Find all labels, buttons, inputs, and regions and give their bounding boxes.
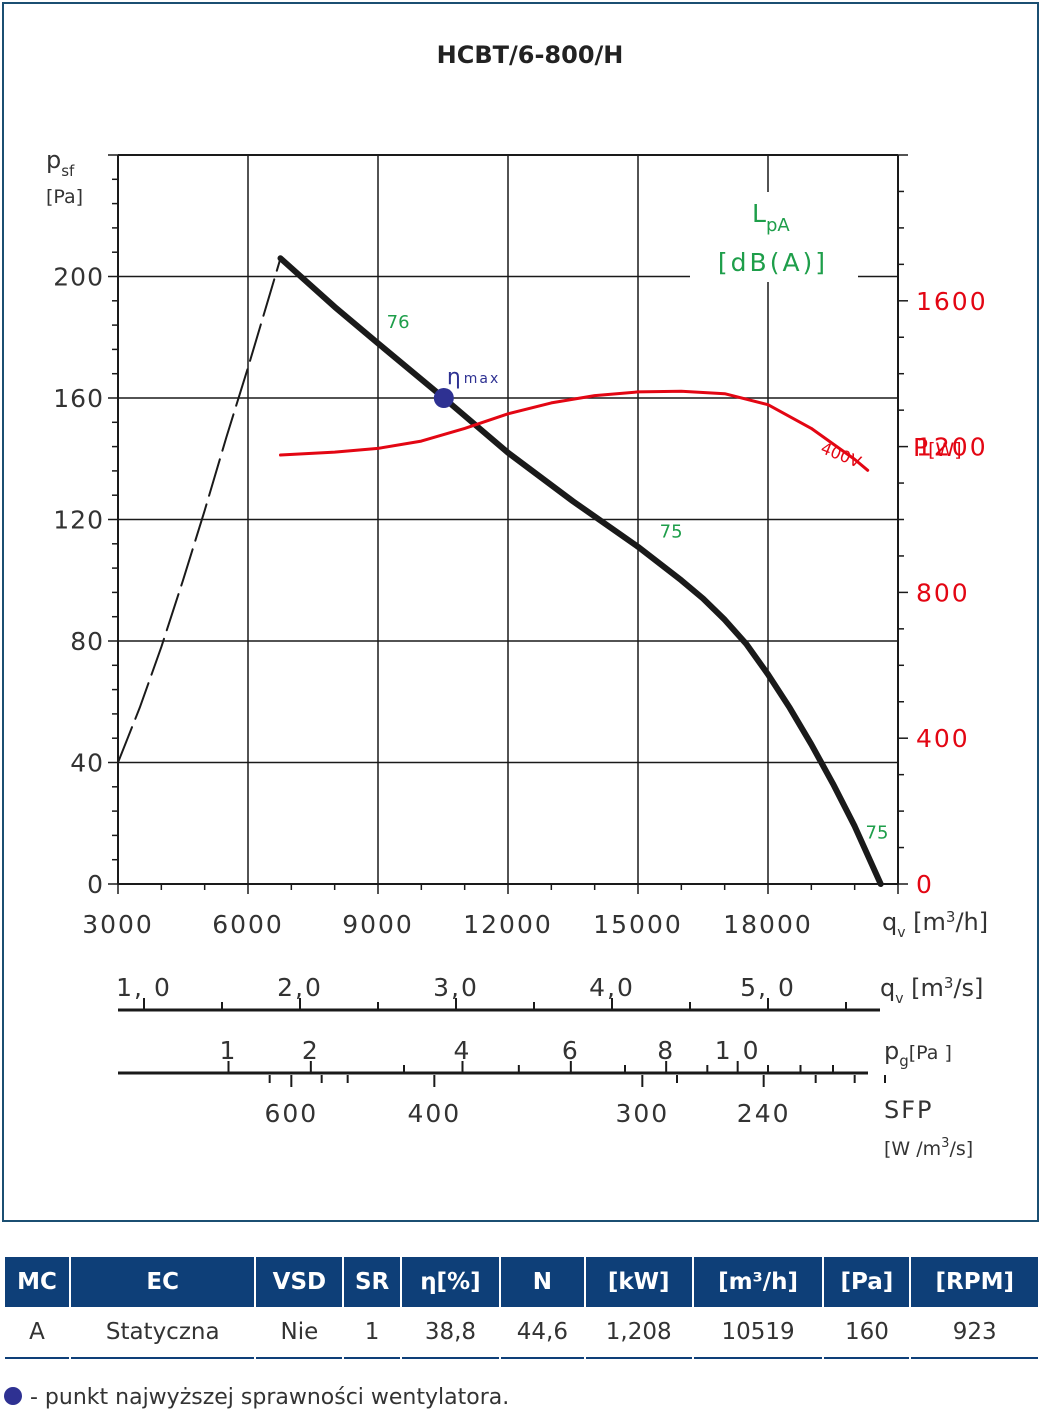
y-axis-label: psf — [46, 146, 75, 180]
power-tick-label: 0 — [916, 870, 934, 899]
sfp-tick-label: 300 — [615, 1099, 669, 1128]
qv-m3s-tick-label: 3,0 — [433, 973, 479, 1002]
cell-ec: Statyczna — [71, 1307, 255, 1359]
x-tick-label: 6000 — [212, 910, 284, 939]
x-tick-label: 12000 — [463, 910, 553, 939]
noise-axis-unit: [dB(A)] — [718, 248, 828, 277]
y-tick-label: 120 — [53, 506, 104, 535]
x-tick-label: 3000 — [82, 910, 154, 939]
legend-note: - punkt najwyższej sprawności wentylator… — [4, 1385, 509, 1410]
y-tick-label: 40 — [70, 749, 104, 778]
cell-vsd: Nie — [256, 1307, 343, 1359]
cell-pa: 160 — [824, 1307, 910, 1359]
table-header-row: MC EC VSD SR η[%] N [kW] [m³/h] [Pa] [RP… — [5, 1257, 1038, 1307]
power-axis-label: P[W] — [913, 433, 962, 462]
sfp-tick-label: 240 — [737, 1099, 791, 1128]
qv-m3s-tick-label: 4,0 — [589, 973, 635, 1002]
y-axis-unit: [Pa] — [46, 186, 83, 208]
eta-max-point — [433, 388, 454, 408]
pg-tick-label: 6 — [562, 1036, 580, 1065]
cell-efficiency: 38,8 — [401, 1307, 500, 1359]
legend-note-text: - punkt najwyższej sprawności wentylator… — [30, 1385, 510, 1410]
cell-rpm: 923 — [911, 1307, 1038, 1359]
header-sr: SR — [344, 1257, 400, 1307]
power-tick-label: 800 — [916, 578, 970, 607]
qv-m3s-axis-label: qv [m3/s] — [880, 974, 983, 1007]
y-tick-label: 0 — [87, 870, 104, 899]
x-tick-label: 15000 — [593, 910, 683, 939]
y-tick-label: 200 — [53, 263, 104, 292]
noise-label-bg — [690, 192, 858, 282]
noise-axis-label: LpA — [752, 199, 790, 236]
qv-m3s-tick-label: 5, 0 — [740, 973, 796, 1002]
power-tick-label: 1200 — [916, 433, 988, 462]
sfp-axis-label: SFP — [884, 1096, 934, 1124]
pg-tick-label: 2 — [302, 1036, 320, 1065]
series-power — [279, 389, 870, 472]
header-kw: [kW] — [585, 1257, 692, 1307]
cell-sr: 1 — [344, 1307, 400, 1359]
x-axis-label: qv [m3/h] — [882, 908, 988, 941]
header-ec: EC — [71, 1257, 255, 1307]
header-mc: MC — [5, 1257, 70, 1307]
header-rpm: [RPM] — [911, 1257, 1038, 1307]
x-tick-label: 9000 — [342, 910, 414, 939]
header-vsd: VSD — [256, 1257, 343, 1307]
header-efficiency: η[%] — [401, 1257, 500, 1307]
y-tick-label: 160 — [53, 384, 104, 413]
power-tick-label: 1600 — [916, 287, 988, 316]
sfp-axis-unit: [W /m3/s] — [884, 1136, 973, 1160]
power-tick-label: 400 — [916, 724, 970, 753]
cell-flow: 10519 — [693, 1307, 823, 1359]
chart-title: HCBT/6-800/H — [437, 41, 624, 69]
x-tick-label: 18000 — [723, 910, 813, 939]
cell-n: 44,6 — [501, 1307, 584, 1359]
chart-frame — [2, 2, 1039, 1222]
power-series-label: 400V — [818, 438, 864, 471]
noise-point-label: 76 — [387, 312, 410, 333]
cell-mc: A — [5, 1307, 70, 1359]
eta-dot-icon — [4, 1387, 22, 1405]
fan-parameters-table: MC EC VSD SR η[%] N [kW] [m³/h] [Pa] [RP… — [3, 1257, 1040, 1359]
qv-m3s-tick-label: 2,0 — [277, 973, 323, 1002]
sfp-tick-label: 600 — [264, 1099, 318, 1128]
eta-max-label: η max — [447, 365, 500, 390]
sfp-tick-label: 400 — [407, 1099, 461, 1128]
y-tick-label: 80 — [70, 627, 104, 656]
pg-axis-label: pg[Pa ] — [884, 1037, 952, 1070]
qv-m3s-tick-label: 1, 0 — [116, 973, 172, 1002]
series-system-dashed — [117, 257, 282, 764]
pg-tick-label: 8 — [657, 1036, 675, 1065]
header-n: N — [501, 1257, 584, 1307]
table-row: A Statyczna Nie 1 38,8 44,6 1,208 10519 … — [5, 1307, 1038, 1359]
series-pressure — [277, 255, 884, 887]
noise-point-label: 75 — [866, 822, 889, 843]
header-pa: [Pa] — [824, 1257, 910, 1307]
pg-tick-label: 1 — [220, 1036, 238, 1065]
pg-tick-label: 1 0 — [715, 1036, 761, 1065]
pg-tick-label: 4 — [454, 1036, 472, 1065]
header-flow: [m³/h] — [693, 1257, 823, 1307]
noise-point-label: 75 — [660, 522, 683, 543]
cell-kw: 1,208 — [585, 1307, 692, 1359]
